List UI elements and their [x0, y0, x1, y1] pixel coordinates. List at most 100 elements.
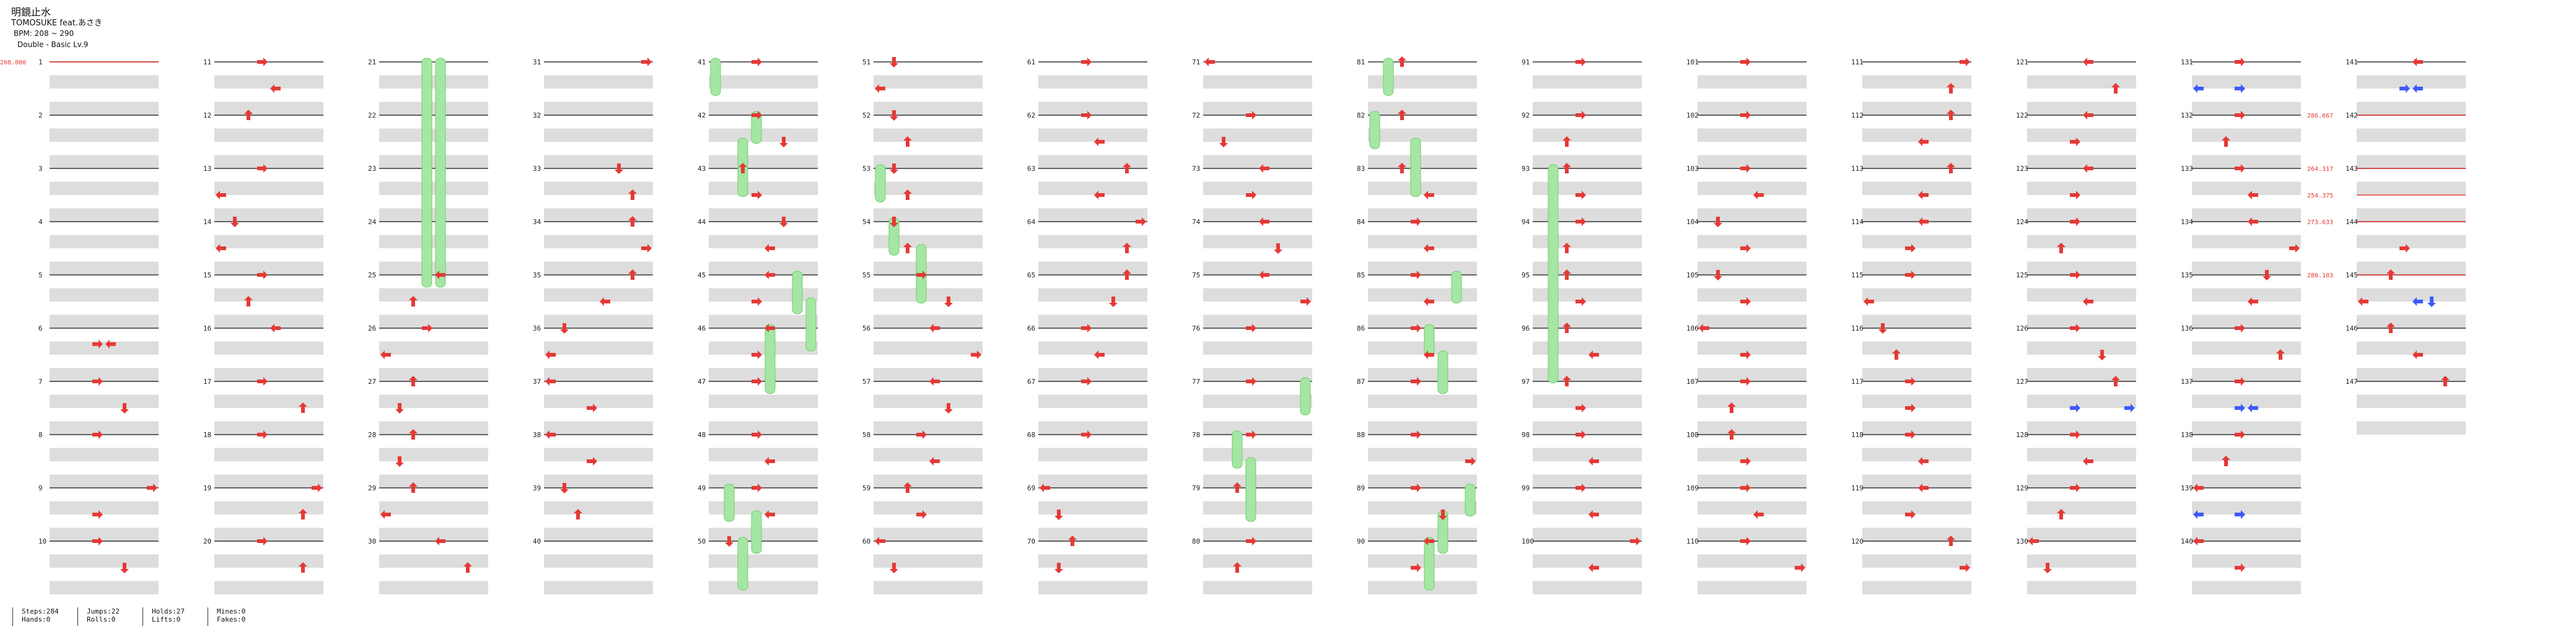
- measure-number: 69: [1027, 484, 1035, 492]
- beat-band: [544, 581, 653, 594]
- beat-band: [379, 474, 488, 488]
- beat-band: [2027, 341, 2136, 355]
- measure-71: [1203, 61, 1312, 115]
- measure-96: [1533, 328, 1642, 381]
- measure-number: 23: [368, 165, 376, 173]
- beat-band: [1203, 421, 1312, 435]
- tap-note-91: [1081, 58, 1092, 66]
- beat-band: [2192, 288, 2301, 302]
- measure-29: [379, 487, 488, 541]
- beat-band: [709, 501, 818, 515]
- measure-number: 41: [698, 58, 706, 66]
- measure-8: [50, 434, 159, 488]
- beat-band: [1862, 394, 1971, 408]
- measure-number: 95: [1522, 271, 1530, 279]
- measure-number: 100: [1522, 537, 1534, 545]
- measure-38: [544, 434, 653, 488]
- measure-39: [544, 487, 653, 541]
- measure-number: 139: [2181, 484, 2193, 492]
- measure-number: 74: [1192, 218, 1201, 226]
- measure-number: 7: [38, 378, 43, 386]
- measure-number: 2: [38, 111, 43, 119]
- measure-number: 121: [2016, 58, 2028, 66]
- measure-number: 17: [203, 378, 211, 386]
- measure-138: [2192, 434, 2301, 488]
- measure-79: [1203, 487, 1312, 541]
- beat-band: [2027, 208, 2136, 222]
- beat-band: [379, 261, 488, 275]
- beat-band: [214, 288, 323, 302]
- beat-band: [214, 102, 323, 115]
- measure-73: [1203, 168, 1312, 222]
- beat-band: [544, 474, 653, 488]
- beat-band: [2192, 75, 2301, 89]
- measure-number: 65: [1027, 271, 1035, 279]
- measure-number: 146: [2346, 324, 2358, 332]
- measure-26: [379, 328, 488, 381]
- beat-band: [1533, 102, 1642, 115]
- beat-band: [709, 75, 818, 89]
- beat-band: [2192, 421, 2301, 435]
- measure-number: 56: [862, 324, 870, 332]
- measure-97: [1533, 381, 1642, 435]
- beat-band: [1533, 421, 1642, 435]
- beat-band: [709, 235, 818, 248]
- beat-band: [1203, 128, 1312, 142]
- beat-band: [1368, 181, 1477, 195]
- beat-band: [874, 528, 983, 541]
- measure-number: 16: [203, 324, 211, 332]
- hold-note-9: [724, 484, 735, 522]
- measure-65: [1038, 274, 1147, 328]
- measure-113: [1862, 168, 1971, 222]
- measure-62: [1038, 115, 1147, 168]
- beat-band: [214, 501, 323, 515]
- measure-number: 117: [1851, 378, 1864, 386]
- measure-number: 112: [1851, 111, 1864, 119]
- measure-number: 60: [862, 537, 870, 545]
- beat-band: [1862, 448, 1971, 461]
- measure-18: [214, 434, 323, 488]
- beat-band: [379, 288, 488, 302]
- measure-number: 125: [2016, 271, 2028, 279]
- hold-note-15: [1300, 377, 1311, 415]
- beat-band: [1862, 421, 1971, 435]
- beat-band: [1862, 554, 1971, 568]
- beat-band: [1368, 235, 1477, 248]
- beat-band: [1368, 501, 1477, 515]
- beat-band: [2357, 341, 2466, 355]
- beat-band: [544, 554, 653, 568]
- beat-band: [709, 208, 818, 222]
- tap-note-10: [257, 58, 268, 66]
- measure-number: 10: [38, 537, 46, 545]
- beat-band: [214, 208, 323, 222]
- measure-number: 29: [368, 484, 376, 492]
- measure-number: 75: [1192, 271, 1200, 279]
- measure-number: 109: [1686, 484, 1699, 492]
- hold-note-16: [1232, 430, 1243, 469]
- hold-note-7: [805, 297, 817, 352]
- measure-number: 140: [2181, 537, 2193, 545]
- beat-band: [1203, 528, 1312, 541]
- measure-number: 12: [203, 111, 211, 119]
- measure-41: [709, 61, 818, 115]
- beat-band: [1368, 208, 1477, 222]
- beat-band: [50, 181, 159, 195]
- measure-75: [1203, 274, 1312, 328]
- measure-99: [1533, 487, 1642, 541]
- beat-band: [1698, 394, 1807, 408]
- bpm-change-label-4: 254.375: [2307, 193, 2333, 199]
- measure-labels: 1234567891011121314151617181920212223242…: [0, 58, 2466, 545]
- hold-note-3: [710, 58, 721, 96]
- measure-80: [1203, 541, 1312, 594]
- measure-141: [2357, 61, 2466, 115]
- beat-band: [2027, 554, 2136, 568]
- beat-band: [874, 288, 983, 302]
- beat-band: [1698, 448, 1807, 461]
- beat-band: [874, 394, 983, 408]
- measure-100: [1533, 541, 1642, 594]
- measure-number: 123: [2016, 165, 2028, 173]
- beat-band: [1368, 368, 1477, 381]
- beat-band: [1698, 155, 1807, 168]
- hold-note-22: [1424, 324, 1435, 357]
- difficulty-label: Double - Basic Lv.9: [17, 40, 89, 49]
